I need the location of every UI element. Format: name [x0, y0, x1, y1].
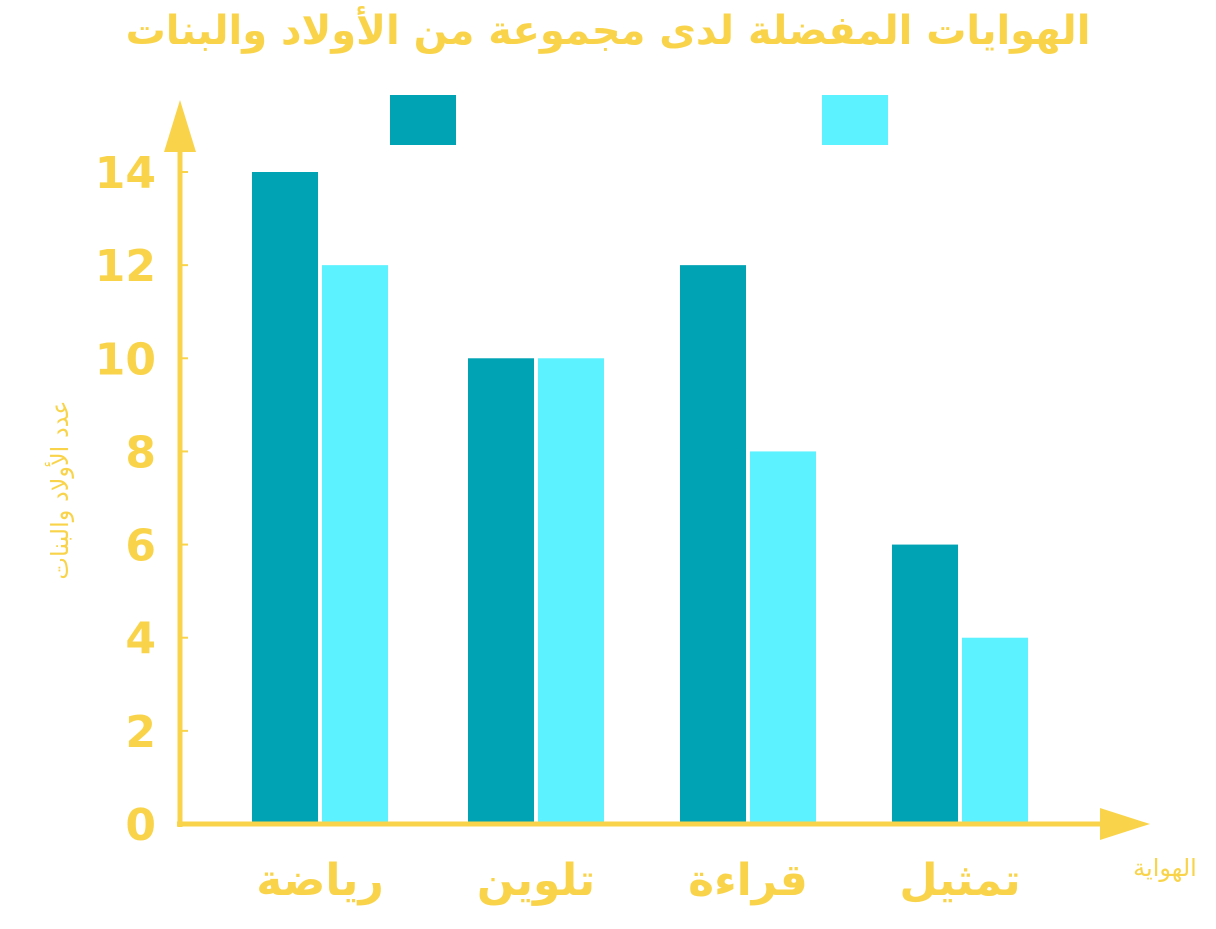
axes — [164, 100, 1150, 840]
y-tick-label: 8 — [125, 427, 156, 478]
bar-series2-3 — [750, 451, 816, 824]
x-category-labels: رياضة تلوين قراءة تمثيل — [256, 855, 1020, 906]
legend-swatch-series2 — [822, 95, 888, 145]
chart-title: الهوايات المفضلة لدى مجموعة من الأولاد و… — [125, 8, 1091, 54]
bar-series1-3 — [680, 265, 746, 825]
bar-series2-4 — [962, 637, 1028, 824]
y-tick-label: 12 — [95, 241, 156, 292]
y-axis-arrow — [164, 100, 196, 152]
y-tick-labels: 0 2 4 6 8 10 12 14 — [95, 148, 188, 851]
x-category-label: قراءة — [688, 855, 808, 906]
bar-series1-4 — [892, 544, 958, 824]
bar-series2-2 — [538, 358, 604, 824]
y-tick-label: 2 — [125, 707, 156, 758]
bar-series2-1 — [322, 265, 388, 825]
legend-swatch-series1 — [390, 95, 456, 145]
y-tick-label: 6 — [125, 521, 156, 572]
x-axis-label: الهواية — [1133, 854, 1197, 882]
x-category-label: تمثيل — [899, 855, 1020, 906]
y-tick-label: 10 — [95, 334, 156, 385]
y-tick-label: 4 — [125, 614, 156, 665]
bar-series1-2 — [468, 358, 534, 824]
y-axis-label: عدد الأولاد والبنات — [45, 400, 74, 579]
y-tick-label: 14 — [95, 148, 156, 199]
bar-series1-1 — [252, 172, 318, 824]
bars — [252, 172, 1028, 825]
x-category-label: رياضة — [256, 855, 384, 906]
x-category-label: تلوين — [477, 855, 595, 906]
legend — [390, 95, 888, 145]
y-tick-label: 0 — [125, 800, 156, 851]
x-axis-arrow — [1100, 808, 1150, 840]
